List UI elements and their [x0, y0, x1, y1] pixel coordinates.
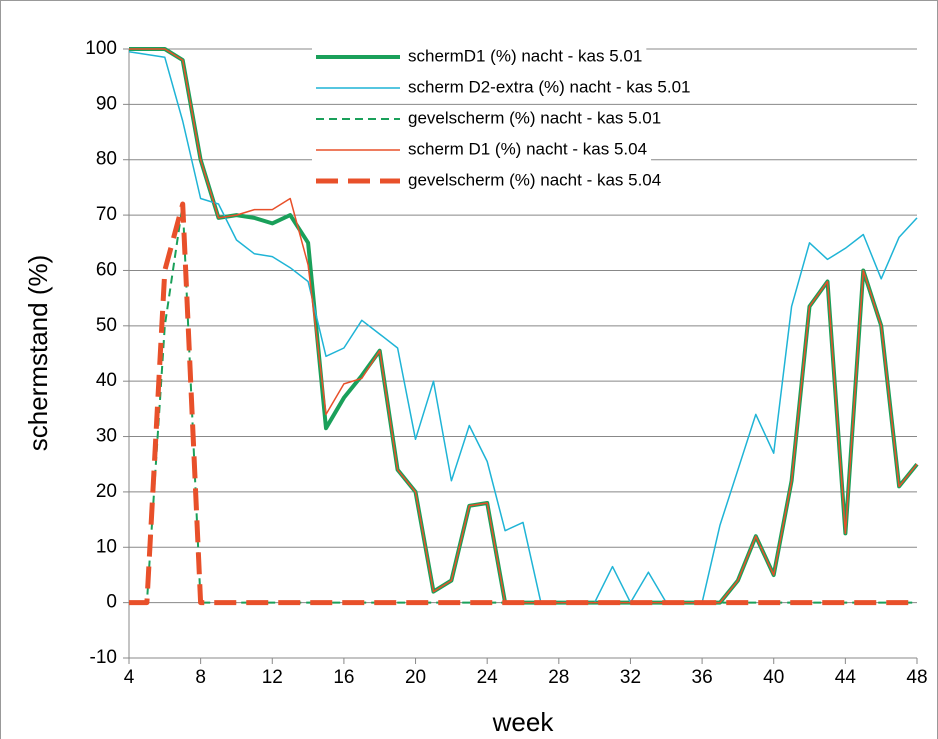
- x-tick-label: 48: [906, 667, 927, 688]
- x-tick-label: 20: [405, 667, 426, 688]
- x-tick-label: 4: [124, 667, 135, 688]
- legend-label: gevelscherm (%) nacht - kas 5.01: [408, 108, 661, 127]
- x-tick-label: 24: [477, 667, 499, 688]
- y-tick-label: 70: [96, 204, 117, 225]
- x-tick-label: 32: [620, 667, 641, 688]
- x-tick-label: 44: [835, 667, 857, 688]
- legend-label: scherm D1 (%) nacht - kas 5.04: [408, 139, 647, 158]
- data-line: [128, 51, 918, 604]
- y-axis-title: schermstand (%): [23, 255, 53, 452]
- x-tick-label: 28: [548, 667, 569, 688]
- y-tick-label: -10: [90, 647, 117, 668]
- y-tick-label: 80: [96, 149, 117, 170]
- x-tick-label: 40: [763, 667, 784, 688]
- y-tick-label: 40: [96, 370, 117, 391]
- x-tick-label: 12: [262, 667, 283, 688]
- y-tick-label: 10: [96, 536, 117, 557]
- x-tick-label: 8: [195, 667, 206, 688]
- x-axis-title: week: [492, 707, 555, 737]
- y-tick-label: 100: [85, 38, 117, 59]
- y-tick-label: 90: [96, 93, 117, 114]
- data-line: [129, 201, 917, 606]
- legend-label: scherm D2-extra (%) nacht - kas 5.01: [408, 77, 690, 96]
- legend-label: gevelscherm (%) nacht - kas 5.04: [408, 170, 661, 189]
- y-tick-label: 20: [96, 481, 117, 502]
- y-tick-label: 30: [96, 426, 117, 447]
- legend-label: schermD1 (%) nacht - kas 5.01: [408, 46, 642, 65]
- x-tick-label: 36: [692, 667, 713, 688]
- x-tick-label: 16: [333, 667, 354, 688]
- legend-background: [312, 167, 666, 195]
- y-tick-label: 50: [96, 315, 117, 336]
- y-tick-label: 60: [96, 259, 117, 280]
- y-tick-label: 0: [106, 592, 117, 613]
